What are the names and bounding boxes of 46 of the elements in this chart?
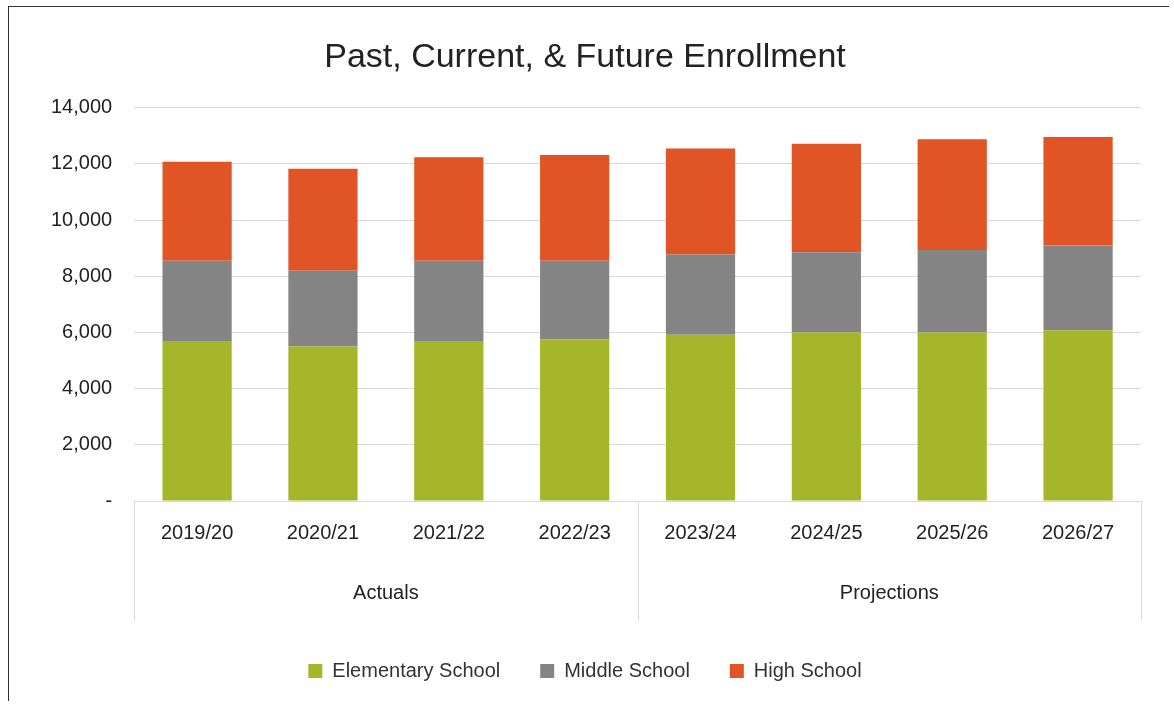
x-tick-label: 2020/21 (286, 520, 360, 543)
y-tick-label: - (105, 488, 113, 511)
bar (540, 154, 610, 261)
x-tick-label: 2024/25 (790, 520, 863, 543)
bar (1043, 245, 1113, 331)
bar (414, 157, 484, 261)
x-tick-label: 2022/23 (538, 520, 611, 543)
bar (917, 332, 987, 501)
y-tick-label: 12,000 (51, 151, 113, 174)
text: Actuals (353, 580, 419, 603)
bar (540, 339, 610, 501)
bar (414, 340, 484, 501)
legend-label: High School (753, 658, 862, 681)
bar (665, 334, 736, 501)
chart-title: Past, Current, & Future Enrollment (324, 35, 847, 74)
bar (414, 260, 484, 341)
bar (791, 252, 861, 333)
bar (791, 332, 861, 501)
bar (1043, 330, 1113, 501)
x-tick-label: 2023/24 (664, 520, 737, 543)
bar (791, 143, 861, 253)
bar (288, 346, 358, 501)
legend-label: Elementary School (332, 658, 501, 681)
bar (288, 168, 358, 271)
bar (1043, 137, 1113, 246)
bar (162, 260, 232, 341)
y-tick-label: 14,000 (51, 95, 113, 118)
bar (665, 148, 736, 255)
bar (162, 161, 232, 261)
bar (540, 260, 610, 340)
bar (162, 340, 232, 501)
bar (288, 270, 358, 347)
y-tick-label: 4,000 (62, 376, 113, 399)
y-tick-label: 8,000 (62, 263, 113, 286)
y-tick-label: 2,000 (62, 432, 113, 455)
text: Projections (839, 580, 939, 603)
legend-label: Middle School (564, 658, 690, 681)
x-tick-label: 2026/27 (1041, 520, 1115, 543)
bar (917, 139, 987, 250)
x-tick-label: 2021/22 (412, 520, 485, 543)
bar (665, 254, 736, 335)
x-tick-label: 2025/26 (916, 520, 989, 543)
bar (917, 249, 987, 333)
y-tick-label: 6,000 (62, 320, 113, 342)
y-tick-label: 10,000 (51, 207, 113, 230)
x-tick-label: 2019/20 (160, 520, 234, 543)
